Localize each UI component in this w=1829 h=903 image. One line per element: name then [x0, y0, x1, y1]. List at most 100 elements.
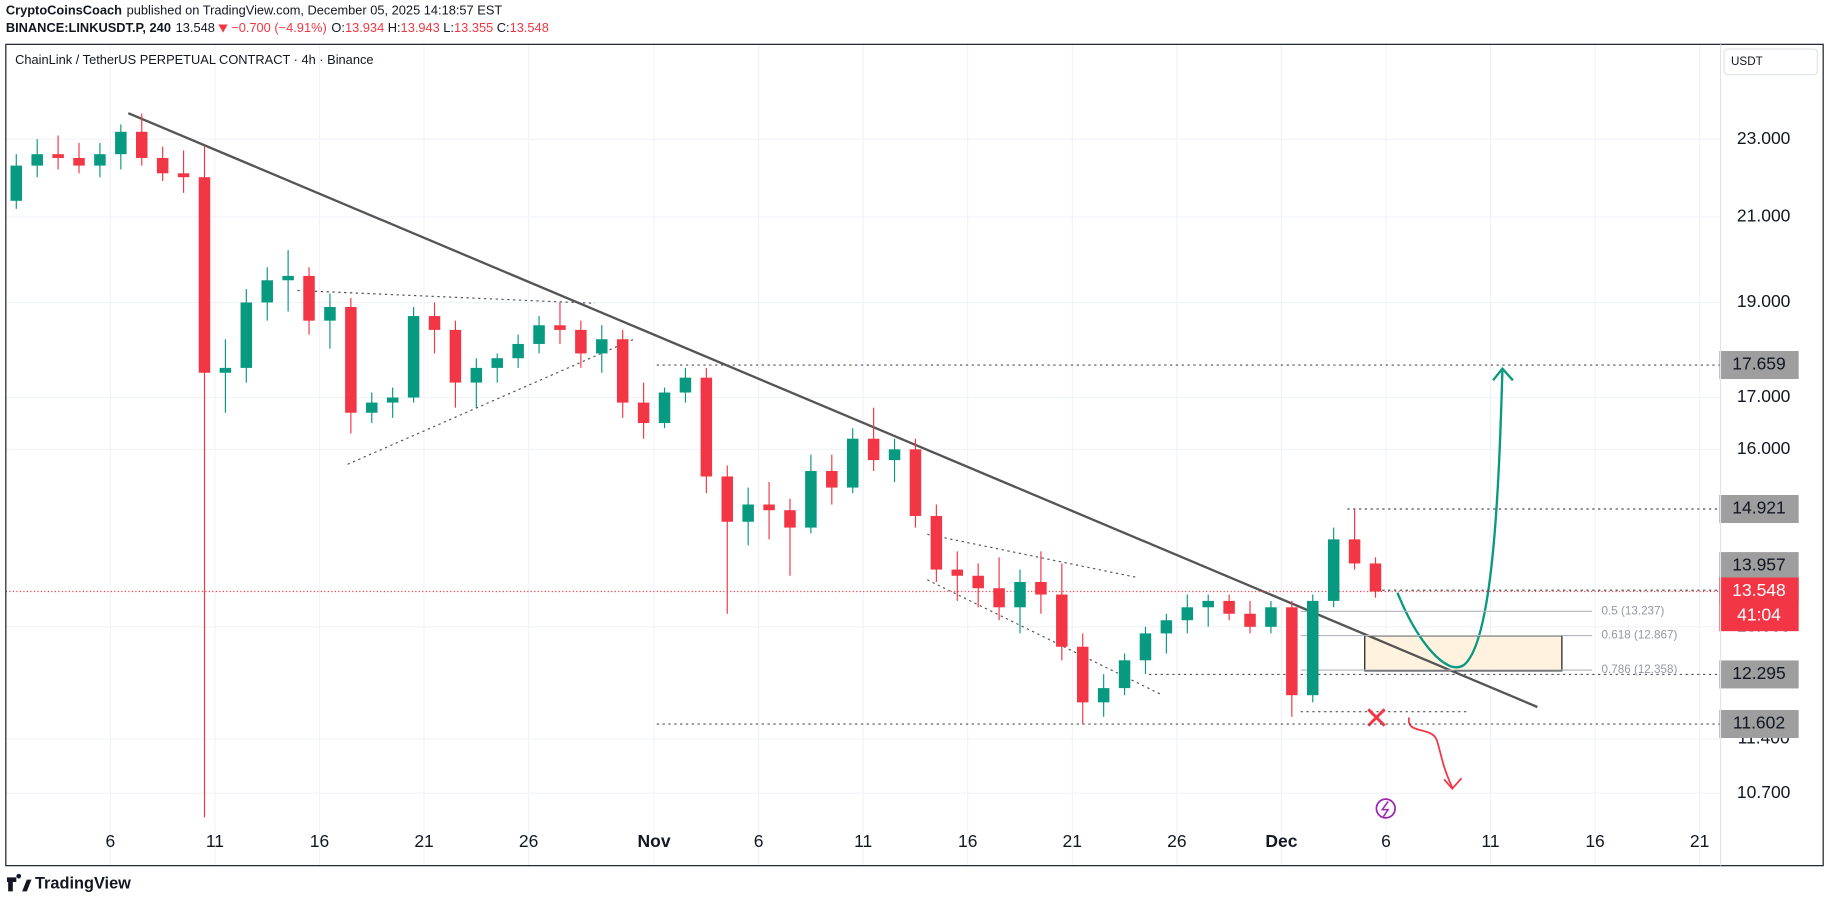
candle-body — [596, 339, 608, 354]
candle — [1327, 527, 1340, 608]
candle-body — [491, 358, 503, 368]
candle — [637, 382, 650, 439]
badges: 17.65914.92113.95713.56812.29511.60213.5… — [1719, 351, 1799, 739]
event-icon-bolt — [1380, 801, 1390, 818]
bear-arrowhead — [1443, 777, 1463, 790]
o-value: 13.934 — [345, 21, 384, 36]
candle — [219, 339, 232, 413]
candle — [1056, 563, 1068, 661]
candle — [491, 353, 503, 383]
candle-body — [679, 377, 692, 393]
candle — [1076, 633, 1089, 725]
candle — [867, 407, 880, 471]
candle — [115, 124, 127, 170]
candles — [10, 113, 1382, 818]
bear-arrow — [1408, 717, 1454, 788]
candle — [470, 358, 483, 408]
candle — [1181, 594, 1194, 634]
y-tick-label: 17.000 — [1737, 386, 1791, 406]
price-badge — [1719, 660, 1799, 689]
grid — [5, 44, 1721, 866]
currency: USDT — [1731, 55, 1763, 68]
x-tick-label: Nov — [638, 831, 671, 851]
candle — [177, 150, 190, 193]
candle-body — [1035, 581, 1047, 595]
c-value: 13.548 — [510, 21, 549, 36]
candle — [679, 367, 692, 403]
symbol: BINANCE:LINKUSDT.P, 240 — [6, 21, 171, 36]
candle-body — [449, 329, 462, 383]
candle — [1286, 600, 1298, 717]
candle-body — [533, 325, 545, 344]
candle — [10, 154, 23, 209]
y-tick-label: 16.000 — [1737, 438, 1791, 458]
candle-body — [282, 275, 294, 281]
candle-body — [1076, 646, 1089, 703]
candle — [1348, 509, 1361, 570]
frame — [5, 43, 1824, 867]
h-value: 13.943 — [401, 21, 440, 36]
candle-body — [805, 470, 817, 528]
candle-body — [846, 438, 859, 488]
brand-logo — [6, 873, 32, 892]
candle-body — [261, 280, 273, 303]
x-tick-label: 16 — [310, 831, 329, 851]
candle-body — [575, 329, 587, 354]
candle-body — [1327, 539, 1340, 601]
candle-body — [156, 157, 169, 174]
candle — [930, 504, 943, 582]
candle — [52, 135, 64, 170]
candle-body — [1097, 688, 1110, 703]
candle-body — [219, 367, 232, 373]
candle-body — [428, 316, 441, 330]
y-tick-label: 19.000 — [1737, 291, 1791, 311]
x-tick-label: 16 — [958, 831, 977, 851]
o-label: O: — [331, 21, 345, 36]
levels: 0.5 (13.237) 0.618 (12.867) 0.786 (12.358) — [5, 364, 1721, 725]
price-badge — [1719, 351, 1799, 380]
fib-label: 0.786 (12.358) — [1602, 663, 1678, 676]
invalid-mark — [1367, 708, 1386, 727]
x-tick-label: 6 — [1381, 831, 1391, 851]
candle-body — [616, 339, 629, 403]
candle-body — [1056, 594, 1068, 647]
candle-body — [198, 177, 211, 373]
header-line-1: CryptoCoinsCoach published on TradingView… — [6, 3, 503, 18]
candle — [909, 438, 922, 528]
candle — [616, 329, 629, 418]
price-badge-label: 13.957 — [1732, 555, 1785, 575]
bull-arrow — [1396, 370, 1504, 669]
currency-box[interactable] — [1723, 48, 1818, 76]
down-arrow-icon — [218, 24, 228, 33]
candle — [700, 367, 713, 494]
candle-body — [909, 449, 922, 516]
candle — [261, 267, 273, 321]
c-label: C: — [497, 21, 510, 36]
event-icon — [1375, 798, 1396, 819]
candle — [826, 454, 838, 505]
candle — [742, 487, 754, 546]
last-price: 13.548 — [176, 21, 215, 36]
buy-zone — [1364, 635, 1563, 672]
x-tick-label: 26 — [1167, 831, 1186, 851]
y-tick-label: 21.000 — [1737, 206, 1791, 226]
candle-body — [345, 306, 357, 413]
price-badge-label: 12.295 — [1732, 663, 1785, 683]
candle-body — [700, 377, 713, 477]
current-price-label: 13.548 — [1732, 580, 1785, 600]
candle-body — [366, 402, 378, 413]
candle — [386, 387, 399, 418]
candle-body — [1369, 563, 1382, 592]
price-badge — [1719, 710, 1799, 739]
author: CryptoCoinsCoach — [6, 3, 122, 18]
x-tick-label: 21 — [414, 831, 433, 851]
axes: 6 11 16 21 26 Nov 6 11 16 21 26 Dec 6 11 16 21 10.700 11.… — [106, 128, 1791, 851]
candle — [1307, 594, 1319, 703]
x-tick-label: 11 — [1481, 831, 1499, 851]
candle — [512, 334, 524, 368]
candle-body — [94, 154, 106, 166]
change: −0.700 (−4.91%) — [231, 21, 327, 36]
candle-body — [784, 510, 796, 528]
candle — [1202, 594, 1214, 627]
